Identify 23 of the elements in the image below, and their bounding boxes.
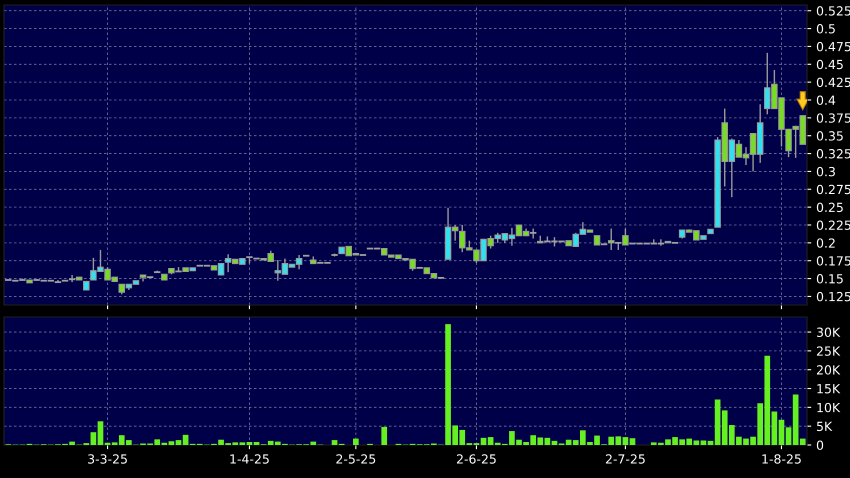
y-tick-label: 20K: [816, 365, 840, 375]
y-tick-label: 0.2: [816, 238, 835, 248]
y-tick-label: 25K: [816, 346, 840, 356]
x-tick-label: 3-3-25: [88, 454, 127, 464]
y-tick-label: 0: [816, 440, 824, 450]
y-tick-label: 10K: [817, 402, 840, 412]
y-tick-label: 0.35: [816, 131, 843, 141]
y-tick-label: 0.3: [816, 166, 835, 176]
y-tick-label: 0.15: [816, 274, 843, 284]
y-tick-label: 0.5: [816, 24, 835, 34]
bar: [381, 426, 388, 445]
x-tick-label: 2-5-25: [336, 454, 376, 464]
y-tick-label: 30K: [816, 328, 840, 337]
y-tick-label: 5K: [816, 422, 832, 432]
x-tick-label: 2-7-25: [606, 454, 645, 464]
y-tick-label: 0.25: [816, 202, 843, 212]
bar: [353, 438, 359, 445]
x-tick-label: 1-8-25: [762, 454, 801, 464]
y-tick-label: 15K: [817, 384, 840, 394]
x-tick-label: 2-6-25: [456, 454, 496, 464]
y-tick-label: 0.45: [816, 60, 843, 70]
x-tick-label: 1-4-25: [230, 454, 269, 464]
y-tick-label: 0.4: [816, 95, 836, 105]
